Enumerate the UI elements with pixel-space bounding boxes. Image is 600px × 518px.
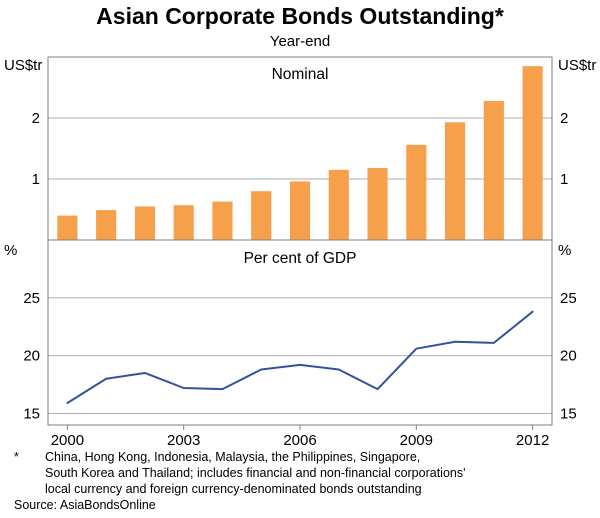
axis-tick-label: 25 [560,290,577,307]
source-line: Source: AsiaBondsOnline [14,498,156,512]
axis-tick-label: 15 [560,405,577,422]
x-axis-label: 2009 [400,432,433,449]
footnote-row: * China, Hong Kong, Indonesia, Malaysia,… [14,449,594,465]
bar-2006 [289,181,311,240]
footnote-line: local currency and foreign currency-deno… [45,482,422,496]
panel-title-top: Nominal [272,66,329,83]
bar-2000 [57,215,78,240]
axis-tick-label: 2 [32,110,40,127]
footnote-line: China, Hong Kong, Indonesia, Malaysia, t… [45,450,421,464]
x-axis-label: 2000 [51,432,84,449]
unit-label-left-top: US$tr [4,57,42,74]
chart-subtitle: Year-end [269,33,331,50]
x-axis-label: 2012 [516,432,549,449]
axis-tick-label: 1 [560,171,568,188]
footnote-indent [14,481,45,497]
bar-2011 [483,100,504,240]
footnote-row: South Korea and Thailand; includes finan… [14,465,594,481]
bar-2010 [444,122,466,240]
bar-2003 [173,205,194,240]
unit-label-right-bottom: % [558,242,571,259]
axis-tick-label: 15 [23,405,40,422]
bar-2001 [96,210,117,240]
bar-2002 [134,206,156,240]
chart-title: Asian Corporate Bonds Outstanding* [96,3,504,29]
footnote-row: local currency and foreign currency-deno… [14,481,594,497]
unit-label-left-bottom: % [4,242,17,259]
axis-tick-label: 1 [32,171,40,188]
axis-tick-label: 20 [23,348,40,365]
x-axis-label: 2006 [283,432,316,449]
panel-title-bottom: Per cent of GDP [244,250,357,267]
footnote-line: South Korea and Thailand; includes finan… [45,466,466,480]
axis-tick-label: 2 [560,110,568,127]
bar-2012 [522,66,543,241]
axis-tick-label: 20 [560,348,577,365]
bar-2005 [251,191,272,240]
bar-2004 [212,201,233,240]
plot-frame [47,56,553,426]
bar-2007 [328,169,349,240]
footnote-indent [14,465,45,481]
axis-tick-label: 25 [23,290,40,307]
gdp-line [66,310,534,405]
footnote-block: * China, Hong Kong, Indonesia, Malaysia,… [14,449,594,513]
bar-2008 [367,168,388,240]
bar-2009 [406,144,427,240]
unit-label-right-top: US$tr [558,57,596,74]
footnote-marker: * [14,450,19,464]
x-axis-label: 2003 [167,432,200,449]
